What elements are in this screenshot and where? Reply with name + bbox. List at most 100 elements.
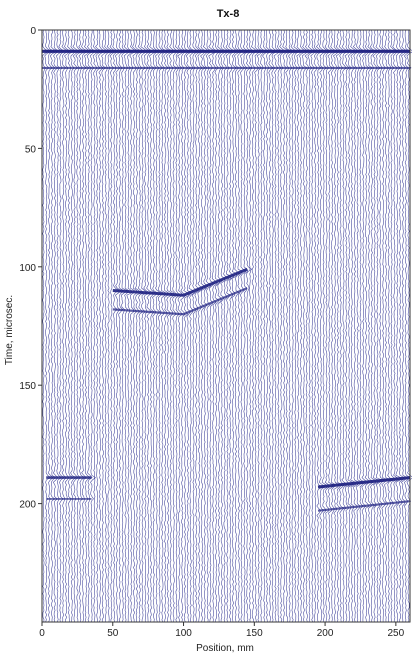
reflection-line [317,476,411,489]
trace-line [225,29,233,623]
trace-line [318,29,326,623]
trace-line [254,29,262,623]
reflection-line [317,500,411,512]
trace-line [114,29,123,623]
trace-line [296,29,303,623]
reflection-line [112,287,248,316]
trace-line [369,29,377,623]
trace-line [398,29,406,623]
trace-line [137,29,145,623]
trace-line [146,29,154,623]
trace-line [262,29,269,623]
y-axis: 0 50 100 150 200 [19,26,42,511]
trace-line [310,29,317,623]
x-tick-label: 100 [175,628,192,639]
trace-line [350,29,358,623]
trace-line [84,29,91,623]
trace-line [101,29,109,623]
trace-line [163,29,171,623]
trace-line [41,29,49,623]
x-tick-label: 50 [107,628,119,639]
x-tick-label: 250 [388,628,405,639]
trace-line [202,29,210,623]
trace-line [75,29,83,622]
trace-line [237,29,244,623]
trace-line [194,29,202,623]
trace-line [395,29,403,622]
trace-line [277,29,284,622]
trace-line [361,29,369,623]
trace-line [332,29,341,623]
x-axis-label: Position, mm [196,643,254,654]
y-axis-label: Time, microsec. [4,295,15,365]
trace-line [56,29,63,623]
trace-line [364,29,371,623]
trace-line [301,29,310,623]
trace-line [104,29,112,623]
trace-line [140,29,148,623]
trace-line [321,29,330,623]
trace-line [217,29,224,623]
trace-line [166,29,174,622]
trace-line [161,29,168,623]
trace-line [155,29,162,623]
x-tick-label: 200 [317,628,334,639]
trace-line [67,29,75,622]
trace-line [347,29,355,623]
trace-line [200,29,207,623]
trace-line [180,29,187,623]
trace-line [47,30,55,623]
trace-line [92,29,101,623]
trace-line [384,29,391,623]
trace-line [330,29,338,623]
trace-line [228,29,236,623]
trace-line [239,29,248,623]
trace-line [152,29,159,623]
trace-line [172,29,179,623]
trace-line [89,29,97,623]
trace-line [259,29,267,623]
trace-line [98,29,106,623]
y-tick-label: 100 [19,263,36,274]
trace-line [304,29,313,623]
trace-line [81,29,89,623]
trace-line [106,29,115,623]
trace-line [183,29,191,623]
trace-line [120,29,128,623]
y-tick-label: 150 [19,381,36,392]
trace-line [390,29,398,623]
trace-line [231,29,238,623]
trace-line [375,29,383,623]
trace-line [185,29,194,623]
trace-line [70,29,77,623]
trace-line [78,29,86,623]
trace-line [392,29,399,623]
trace-line [268,29,276,623]
y-tick-label: 50 [25,144,37,155]
trace-line [313,29,321,623]
trace-line [214,29,222,623]
trace-line [352,29,360,623]
trace-line [49,29,58,622]
plot-frame [41,29,411,623]
trace-line [112,29,120,623]
trace-line [143,29,151,623]
trace-line [248,29,255,623]
trace-line [245,29,253,623]
trace-line [126,29,134,623]
trace-line [381,29,389,622]
trace-line [174,29,183,623]
trace-line [338,29,345,623]
trace-line [233,29,242,623]
trace-line [220,29,228,622]
trace-line [288,29,295,623]
trace-line [358,29,366,623]
reflection-group [42,49,411,512]
trace-line [344,29,352,623]
trace-line [197,29,205,623]
trace-line [132,29,140,623]
trace-line [177,29,185,623]
trace-line [290,29,297,623]
reflection-line [112,267,248,297]
y-tick-label: 200 [19,500,36,511]
